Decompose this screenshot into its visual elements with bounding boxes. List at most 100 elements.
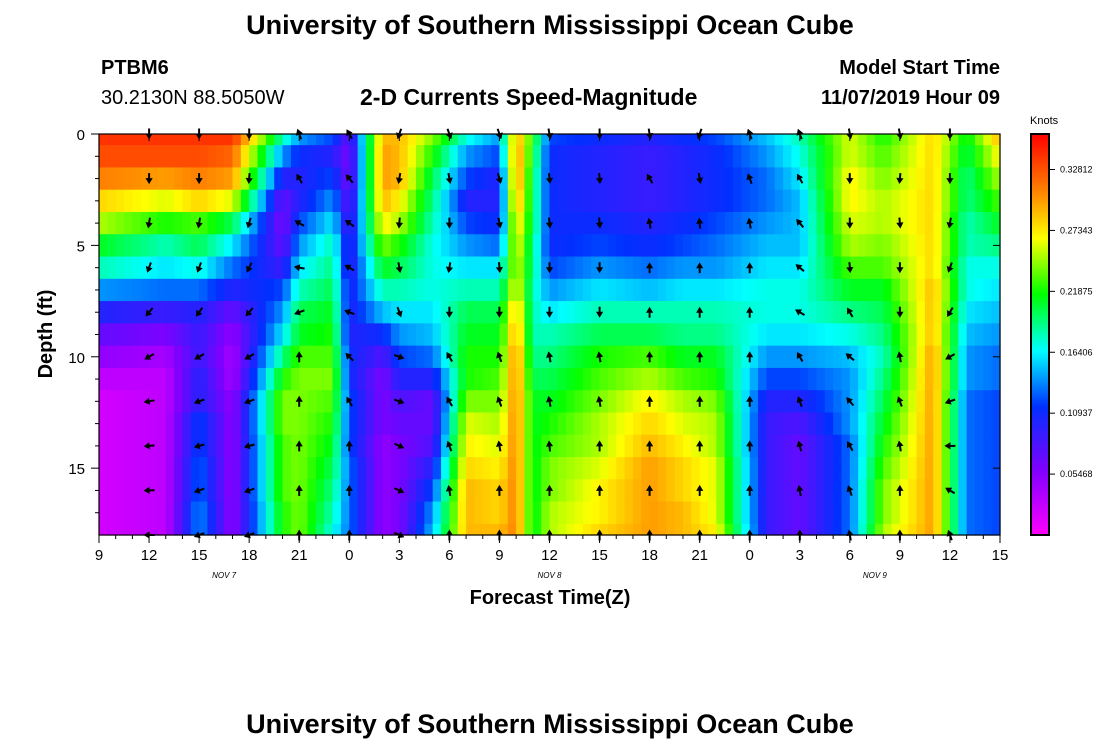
heatmap-cell [874, 189, 884, 213]
heatmap-cell [557, 167, 567, 191]
heatmap-cell [466, 390, 476, 414]
heatmap-cell [407, 301, 417, 324]
heatmap-cell [791, 501, 801, 525]
vector-arrowhead [144, 353, 152, 360]
vector-arrowhead [796, 352, 804, 359]
heatmap-cell [991, 278, 1001, 302]
current-vector [746, 484, 754, 496]
heatmap-cell [416, 323, 425, 347]
heatmap-cell [382, 501, 392, 525]
heatmap-cell [874, 234, 884, 258]
heatmap-cell [849, 167, 859, 191]
vector-arrowhead [145, 178, 153, 185]
heatmap-cell [674, 278, 684, 302]
heatmap-cell [174, 167, 184, 191]
heatmap-cell [549, 345, 559, 369]
heatmap-cell [332, 457, 342, 480]
heatmap-cell [482, 189, 492, 213]
current-vector [195, 217, 203, 229]
heatmap-cell [224, 345, 234, 369]
heatmap-cell [199, 434, 209, 458]
heatmap-cell [157, 390, 167, 414]
heatmap-cell [791, 256, 801, 280]
heatmap-cell [641, 278, 651, 302]
heatmap-cell [107, 234, 117, 258]
heatmap-cell [916, 434, 926, 458]
heatmap-cell [299, 323, 309, 347]
current-vector [393, 442, 405, 449]
heatmap-cell [190, 523, 200, 536]
vector-arrowhead [945, 487, 953, 494]
heatmap-cell [382, 189, 392, 213]
heatmap-cell [224, 367, 234, 391]
heatmap-cell [399, 145, 409, 169]
heatmap-cell [674, 367, 684, 391]
heatmap-cell [432, 501, 442, 525]
heatmap-cell [733, 345, 742, 369]
vector-arrowhead [646, 440, 654, 447]
heatmap-cell [774, 412, 784, 436]
heatmap-cell [682, 412, 692, 436]
heatmap-cell [232, 390, 242, 414]
heatmap-cell [858, 457, 868, 480]
heatmap-cell [332, 189, 342, 213]
heatmap-cell [708, 167, 717, 191]
heatmap-cell [157, 145, 167, 169]
heatmap-cell [224, 167, 234, 191]
heatmap-cell [207, 412, 217, 436]
heatmap-cell [883, 479, 893, 503]
heatmap-cell [215, 301, 225, 324]
heatmap-cell [249, 367, 259, 391]
heatmap-cell [749, 479, 759, 503]
current-vector [495, 217, 503, 229]
vector-arrowhead [596, 351, 604, 358]
vector-arrowhead [846, 178, 854, 185]
heatmap-cell [799, 256, 809, 280]
heatmap-cell [874, 434, 884, 458]
vector-arrowhead [345, 440, 353, 447]
heatmap-cell [457, 278, 467, 302]
heatmap-cell [416, 256, 425, 280]
heatmap-cell [432, 323, 442, 347]
heatmap-cell [282, 145, 292, 169]
heatmap-cell [758, 345, 767, 369]
heatmap-cell [416, 345, 425, 369]
heatmap-cell [365, 256, 375, 280]
heatmap-cell [833, 234, 843, 258]
heatmap-cell [107, 390, 117, 414]
heatmap-cell [340, 367, 350, 391]
heatmap-cell [833, 278, 843, 302]
heatmap-cell [657, 278, 667, 302]
heatmap-cell [132, 434, 142, 458]
heatmap-cell [833, 167, 843, 191]
heatmap-cell [641, 412, 651, 436]
heatmap-cell [607, 390, 617, 414]
heatmap-cell [816, 301, 826, 324]
vector-arrowhead [746, 306, 754, 313]
heatmap-cell [958, 434, 968, 458]
heatmap-cell [958, 211, 968, 235]
heatmap-cell [382, 367, 392, 391]
heatmap-cell [491, 457, 501, 480]
heatmap-cell [799, 134, 809, 146]
heatmap-cell [332, 412, 342, 436]
heatmap-cell [115, 390, 125, 414]
heatmap-cell [549, 167, 559, 191]
heatmap-cell [874, 167, 884, 191]
heatmap-cell [324, 189, 334, 213]
vector-arrowhead [646, 484, 654, 491]
heatmap-cell [599, 501, 609, 525]
x-tick-label: 21 [291, 547, 308, 564]
vector-arrowhead [546, 395, 554, 403]
heatmap-cell [599, 390, 609, 414]
heatmap-cell [849, 523, 859, 536]
current-vector [796, 485, 804, 497]
heatmap-cell [674, 523, 684, 536]
heatmap-cell [265, 367, 275, 391]
heatmap-cell [199, 367, 209, 391]
heatmap-cell [491, 234, 501, 258]
heatmap-cell [149, 278, 158, 302]
heatmap-cell [858, 367, 868, 391]
heatmap-cell [299, 134, 309, 146]
heatmap-cell [933, 256, 943, 280]
